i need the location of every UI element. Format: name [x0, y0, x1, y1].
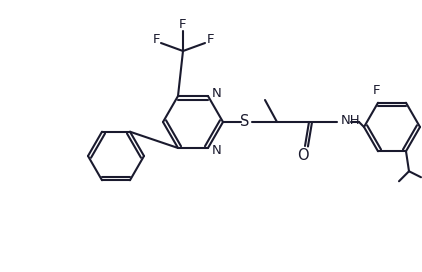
- Text: N: N: [212, 144, 222, 157]
- Text: F: F: [206, 33, 214, 45]
- Text: F: F: [152, 33, 160, 45]
- Text: O: O: [297, 147, 309, 162]
- Text: S: S: [240, 115, 250, 129]
- Text: F: F: [179, 17, 187, 30]
- Text: F: F: [372, 84, 380, 97]
- Text: N: N: [212, 86, 222, 100]
- Text: NH: NH: [341, 115, 361, 128]
